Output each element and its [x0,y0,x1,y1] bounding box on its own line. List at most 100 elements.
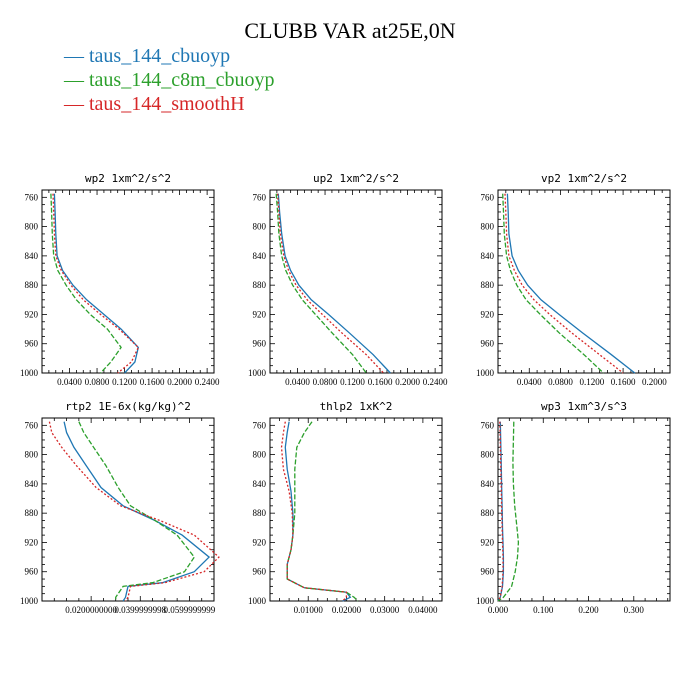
legend: — taus_144_cbuoyp — taus_144_c8m_cbuoyp … [64,44,275,116]
y-tick-label: 960 [253,567,267,577]
x-tick-label: 0.300 [624,605,645,615]
y-tick-label: 840 [253,479,267,489]
y-tick-label: 920 [253,309,267,319]
y-tick-label: 760 [25,192,39,202]
x-tick-label: 0.0399999998 [114,605,166,615]
series-line-taus_144_c8m_cbuoyp [78,421,196,601]
panel-title: wp2 1xm^2/s^2 [85,172,171,185]
panel-title: up2 1xm^2/s^2 [313,172,399,185]
panel-title: wp3 1xm^3/s^3 [541,400,627,413]
x-tick-label: 0.2400 [423,377,448,387]
y-tick-label: 920 [25,537,39,547]
series-line-taus_144_c8m_cbuoyp [497,421,520,602]
series-line-taus_144_c8m_cbuoyp [275,193,367,374]
x-tick-label: 0.2000 [642,377,667,387]
series-line-taus_144_smoothH [52,193,140,374]
y-tick-label: 880 [25,280,39,290]
y-tick-label: 840 [253,251,267,261]
y-tick-label: 880 [25,508,39,518]
y-tick-label: 840 [25,479,39,489]
y-tick-label: 840 [25,251,39,261]
x-tick-label: 0.04000 [408,605,438,615]
y-tick-label: 760 [253,420,267,430]
x-tick-label: 0.1200 [112,377,137,387]
panel-4: thlp2 1xK^2 760 800 840 880 920 960 1000 0.01000… [248,400,443,615]
x-tick-label: 0.1600 [611,377,636,387]
x-tick-label: 0.2000 [167,377,192,387]
y-tick-label: 1000 [476,596,495,606]
y-tick-label: 840 [481,479,495,489]
series-line-taus_144_c8m_cbuoyp [50,193,122,374]
y-tick-label: 880 [253,280,267,290]
plot-frame [269,417,443,602]
y-tick-label: 960 [253,339,267,349]
x-tick-label: 0.0800 [548,377,573,387]
y-tick-label: 880 [481,280,495,290]
series-line-taus_144_cbuoyp [277,193,391,374]
y-tick-label: 800 [25,450,39,460]
x-tick-label: 0.100 [533,605,554,615]
x-tick-label: 0.1200 [579,377,604,387]
y-tick-label: 800 [25,222,39,232]
y-tick-label: 840 [481,251,495,261]
legend-entry-cbuoyp: — taus_144_cbuoyp [64,45,231,67]
y-tick-label: 800 [481,450,495,460]
series-line-taus_144_smoothH [48,421,220,602]
x-tick-label: 0.1200 [340,377,365,387]
series-line-taus_144_c8m_cbuoyp [286,421,359,602]
panel-2: vp2 1xm^2/s^2 760 800 840 880 920 960 1000 0.040… [476,172,671,387]
y-tick-label: 1000 [248,596,267,606]
series-line-taus_144_smoothH [280,421,348,602]
series-line-taus_144_smoothH [497,421,504,602]
y-tick-label: 1000 [248,368,267,378]
series-line-taus_144_cbuoyp [53,193,140,374]
series-line-taus_144_c8m_cbuoyp [502,193,604,374]
plot-frame [497,417,671,602]
y-tick-label: 920 [25,309,39,319]
y-tick-label: 1000 [476,368,495,378]
legend-entry-c8m-cbuoyp: — taus_144_c8m_cbuoyp [64,69,275,91]
x-tick-label: 0.0400 [285,377,310,387]
x-tick-label: 0.03000 [370,605,400,615]
panel-5: wp3 1xm^3/s^3 760 800 840 880 920 960 10000.000… [476,400,671,615]
y-tick-label: 760 [253,192,267,202]
x-tick-label: 0.0400 [57,377,82,387]
y-tick-label: 800 [481,222,495,232]
x-tick-label: 0.2000 [395,377,420,387]
x-tick-label: 0.000 [488,605,509,615]
x-tick-label: 0.2400 [195,377,220,387]
x-tick-label: 0.01000 [294,605,324,615]
y-tick-label: 920 [481,309,495,319]
y-tick-label: 800 [253,222,267,232]
series-line-taus_144_cbuoyp [506,193,636,374]
series-line-taus_144_smoothH [276,193,384,374]
y-tick-label: 760 [25,420,39,430]
y-tick-label: 1000 [20,596,39,606]
y-tick-label: 920 [253,537,267,547]
x-tick-label: 0.0800 [85,377,110,387]
plot-frame [41,189,215,374]
panel-title: thlp2 1xK^2 [320,400,393,413]
series-line-taus_144_smoothH [504,193,624,374]
x-tick-label: 0.1600 [140,377,165,387]
legend-entry-smoothh: — taus_144_smoothH [64,93,245,115]
y-tick-label: 960 [481,567,495,577]
y-tick-label: 760 [481,192,495,202]
y-tick-label: 880 [253,508,267,518]
x-tick-label: 0.0400 [517,377,542,387]
plot-frame [269,189,443,374]
chart-main-title: CLUBB VAR at25E,0N [244,18,456,43]
y-tick-label: 960 [25,567,39,577]
panel-0: wp2 1xm^2/s^2 760 800 840 880 920 960 1000 0.040… [20,172,220,387]
x-tick-label: 0.0599999999 [164,605,216,615]
y-tick-label: 760 [481,420,495,430]
x-tick-label: 0.02000 [332,605,362,615]
panel-title: rtp2 1E-6x(kg/kg)^2 [65,400,191,413]
y-tick-label: 1000 [20,368,39,378]
panel-title: vp2 1xm^2/s^2 [541,172,627,185]
x-tick-label: 0.200 [578,605,599,615]
y-tick-label: 960 [25,339,39,349]
x-tick-label: 0.0800 [313,377,338,387]
plot-frame [497,189,671,374]
